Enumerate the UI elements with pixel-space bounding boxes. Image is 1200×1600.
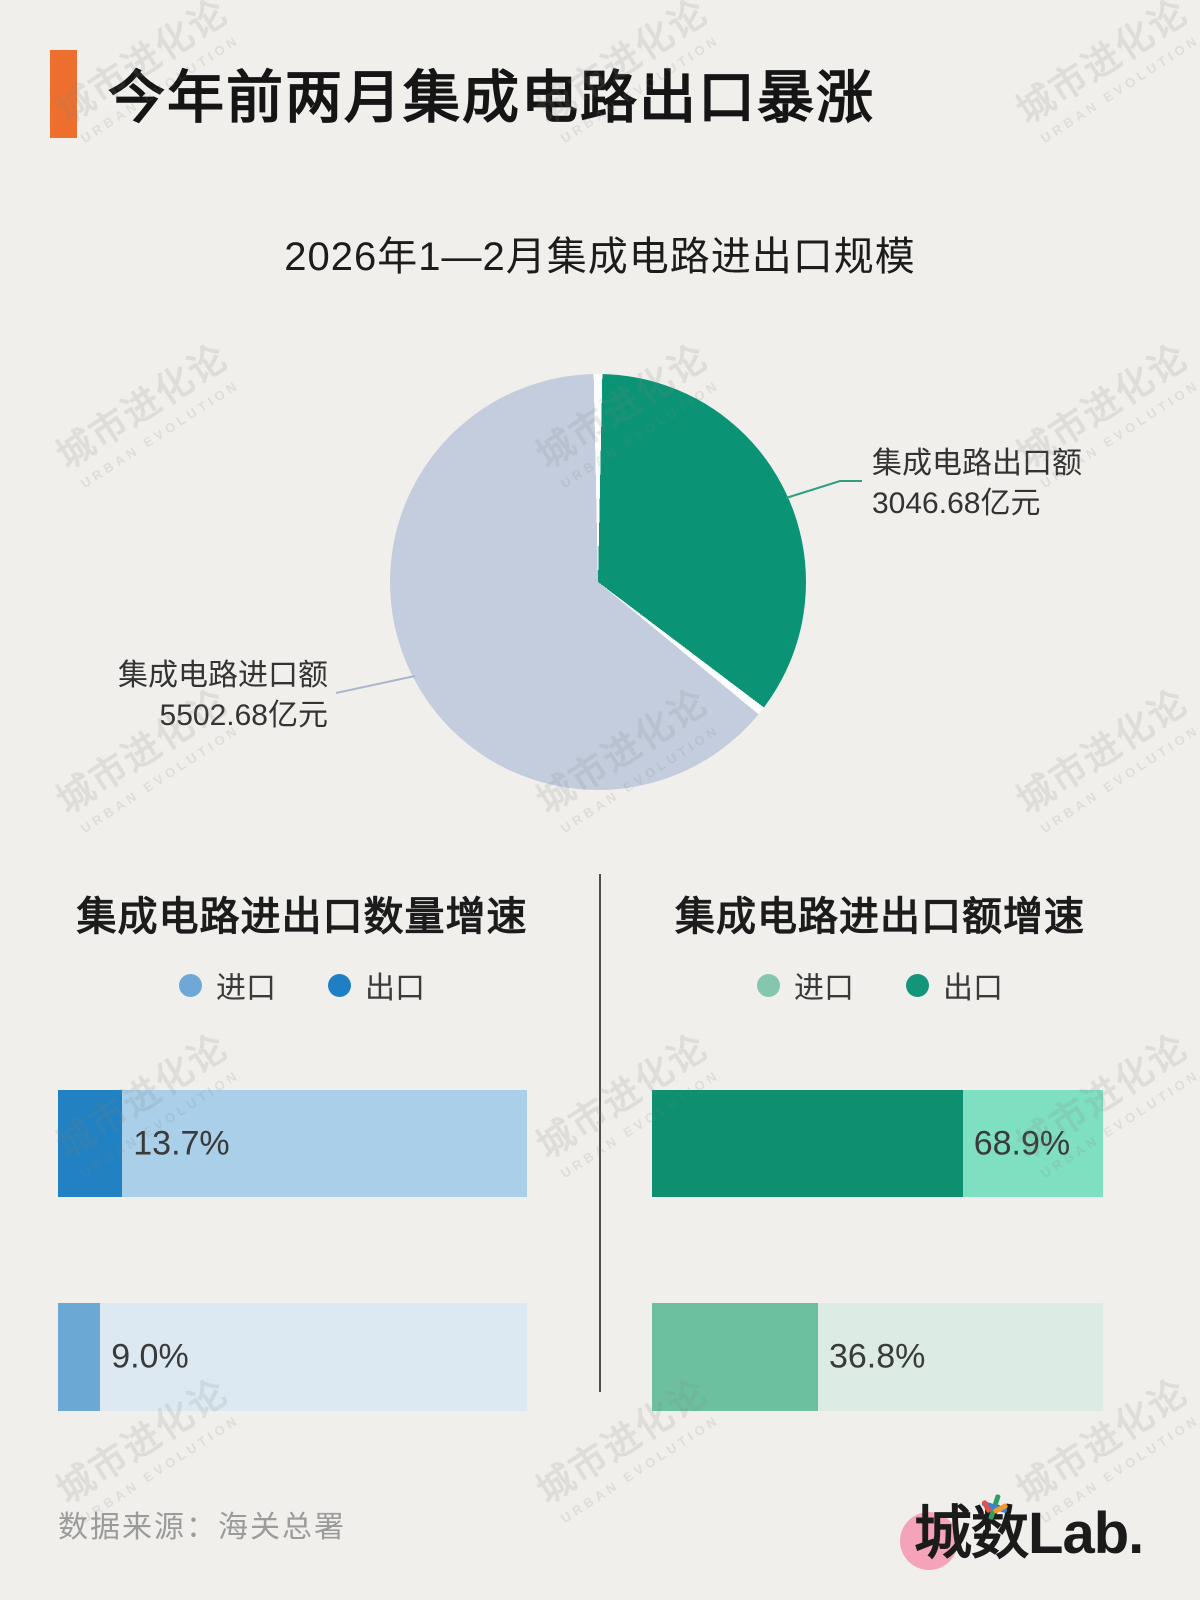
quantity-chart-title: 集成电路进出口数量增速 (76, 895, 528, 939)
pie-label-import: 集成电路进口额 5502.68亿元 (118, 656, 328, 735)
export-leader-line (785, 480, 862, 499)
import-dot-icon (757, 973, 780, 997)
legend-label: 进口 (794, 972, 854, 1005)
pie-label-import-value: 5502.68亿元 (159, 698, 328, 732)
value-chart-legend: 进口 出口 (652, 963, 1108, 1007)
bar-value-label: 68.9% (973, 1124, 1071, 1162)
section-divider (599, 874, 601, 1392)
brand-logo: 城数Lab. (900, 1486, 1150, 1570)
logo-text-en: Lab. (1028, 1501, 1144, 1566)
legend-item-export: 出口 (906, 963, 1003, 1007)
pie-chart-title: 2026年1—2月集成电路进出口规模 (284, 235, 916, 279)
bar-fill (58, 1090, 123, 1197)
pie-label-import-name: 集成电路进口额 (118, 659, 328, 692)
logo-pink-circle-icon (900, 1512, 958, 1570)
export-dot-icon (328, 973, 351, 997)
data-source: 数据来源：海关总署 (58, 1511, 346, 1544)
pie-label-export-name: 集成电路出口额 (872, 447, 1082, 480)
logo-text-cn: 城数 (914, 1501, 1029, 1566)
pie (390, 374, 806, 790)
import-leader-line (335, 675, 416, 694)
bar-value-label: 13.7% (133, 1124, 230, 1162)
value-import-bar: 36.8% (652, 1303, 1103, 1411)
pie-label-export: 集成电路出口额 3046.68亿元 (872, 444, 1082, 523)
value-chart-title: 集成电路进出口额增速 (675, 895, 1085, 939)
logo-spark-icon (980, 1493, 1010, 1524)
title-accent-bar (50, 50, 77, 138)
bar-value-label: 36.8% (828, 1337, 926, 1376)
bar-fill (652, 1090, 963, 1197)
legend-item-import: 进口 (179, 963, 276, 1007)
bar-fill (58, 1303, 101, 1411)
quantity-chart-legend: 进口 出口 (40, 963, 564, 1007)
value-export-bar: 68.9% (652, 1090, 1103, 1197)
export-dot-icon (906, 973, 929, 997)
page-title: 今年前两月集成电路出口暴涨 (108, 66, 875, 130)
import-dot-icon (179, 973, 202, 997)
legend-label: 出口 (943, 972, 1003, 1005)
pie-label-export-value: 3046.68亿元 (872, 486, 1041, 520)
quantity-import-bar: 9.0% (58, 1303, 527, 1411)
legend-label: 出口 (365, 972, 425, 1005)
legend-label: 进口 (216, 972, 276, 1005)
quantity-export-bar: 13.7% (58, 1090, 527, 1197)
logo-text: 城数Lab. (914, 1486, 1144, 1570)
bar-fill (652, 1303, 818, 1411)
legend-item-export: 出口 (328, 963, 425, 1007)
legend-item-import: 进口 (757, 963, 854, 1007)
bar-value-label: 9.0% (111, 1337, 189, 1376)
